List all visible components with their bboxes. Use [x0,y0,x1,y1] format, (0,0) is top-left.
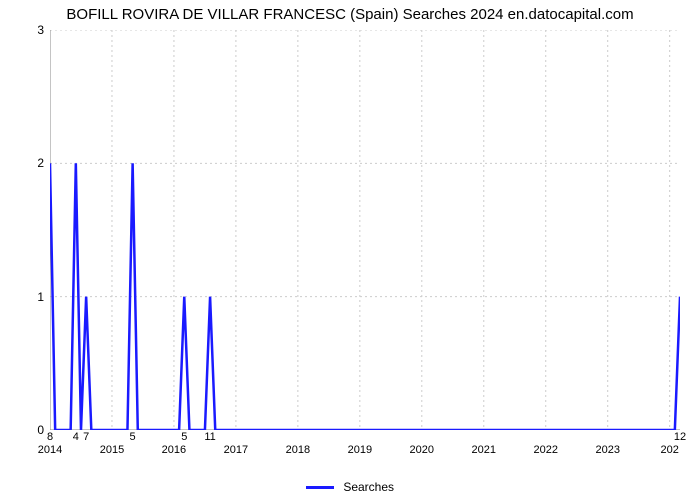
data-point-label: 4 [73,431,79,443]
x-tick-label: 2018 [286,444,310,456]
x-tick-label: 2015 [100,444,124,456]
x-tick-label: 2016 [162,444,186,456]
data-point-label: 8 [47,431,53,443]
data-point-label: 5 [130,431,136,443]
x-tick-label: 2017 [224,444,248,456]
chart-svg [50,30,680,430]
x-tick-label: 2020 [410,444,434,456]
x-tick-label: 202 [660,444,678,456]
data-point-label: 12 [674,431,686,443]
legend: Searches [0,480,700,494]
legend-label: Searches [343,480,394,494]
chart-plot-area [50,30,680,430]
y-tick-label: 0 [4,423,44,437]
x-tick-label: 2014 [38,444,62,456]
x-tick-label: 2023 [595,444,619,456]
y-tick-label: 3 [4,23,44,37]
y-tick-label: 2 [4,156,44,170]
data-point-label: 7 [83,431,89,443]
y-tick-label: 1 [4,290,44,304]
legend-swatch [306,486,334,489]
x-tick-label: 2019 [348,444,372,456]
data-point-label: 11 [204,431,215,443]
x-tick-label: 2021 [472,444,496,456]
x-tick-label: 2022 [533,444,557,456]
chart-title: BOFILL ROVIRA DE VILLAR FRANCESC (Spain)… [0,6,700,23]
data-point-label: 5 [181,431,187,443]
